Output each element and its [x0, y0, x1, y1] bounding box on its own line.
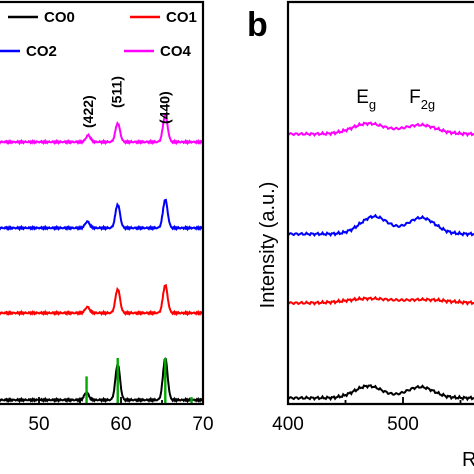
- mode-label-0: Eg: [356, 87, 376, 112]
- trace-a-co0: [0, 357, 204, 404]
- legend-label: CO4: [160, 43, 192, 60]
- panel-a-traces: [0, 113, 204, 404]
- b-tick-label: 400: [272, 414, 304, 435]
- legend-label: CO2: [26, 43, 57, 60]
- b-tick-label: 500: [387, 414, 419, 435]
- panel-a-reference-lines: [85, 358, 193, 404]
- trace-b-co1: [287, 295, 474, 306]
- trace-a-co2: [0, 198, 204, 232]
- peak-label-0: (422): [80, 95, 96, 128]
- legend-entry-co2: CO2: [0, 43, 57, 60]
- a-tick-label: 50: [28, 414, 49, 435]
- trace-a-co4: [0, 113, 204, 146]
- panel-a-ticks: 50 60 70: [28, 397, 214, 435]
- panel-b-frame: [286, 0, 474, 406]
- peak-label-1: (511): [109, 76, 125, 108]
- a-tick-label: 60: [110, 414, 131, 435]
- panel-b-x-axis-label: R: [462, 449, 474, 471]
- trace-b-co4: [287, 121, 474, 138]
- panel-b-traces: [287, 121, 474, 402]
- legend-entry-co1: CO1: [130, 9, 197, 26]
- peak-label-2: (440): [156, 91, 172, 124]
- legend-entry-co0: CO0: [8, 9, 75, 26]
- trace-a-co1: [0, 283, 204, 317]
- panel-a-frame: [0, 0, 205, 406]
- panel-a: (422) (511) (440) CO0 CO1 CO2 CO4 50 60 70: [0, 0, 214, 435]
- panel-b-mode-labels: EgF2gF: [356, 87, 435, 112]
- legend-entry-co4: CO4: [124, 43, 192, 60]
- panel-b-ticks: 40050060: [272, 397, 462, 435]
- trace-b-co2: [287, 213, 474, 238]
- legend-label: CO1: [166, 9, 197, 26]
- panel-b-y-axis-label: Intensity (a.u.): [257, 182, 279, 309]
- panel-b: b Intensity (a.u.) EgF2gF 40050060 R: [247, 0, 474, 471]
- a-tick-label: 70: [192, 414, 213, 435]
- trace-b-co0: [287, 384, 474, 402]
- panel-b-letter: b: [247, 6, 268, 44]
- legend-label: CO0: [44, 9, 75, 26]
- panel-a-peak-labels: (422) (511) (440): [80, 76, 172, 128]
- mode-label-1: F2g: [409, 87, 435, 112]
- panel-a-legend: CO0 CO1 CO2 CO4: [0, 9, 197, 60]
